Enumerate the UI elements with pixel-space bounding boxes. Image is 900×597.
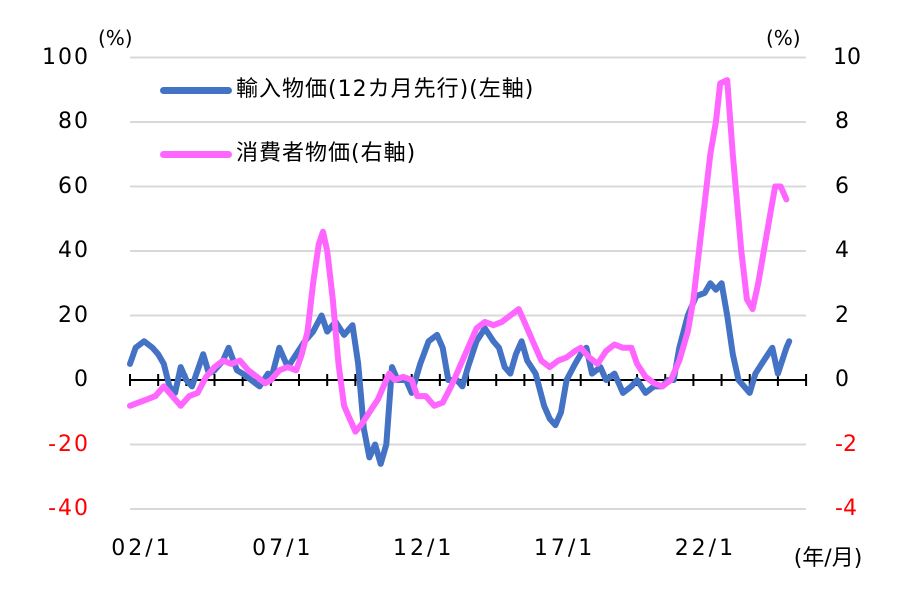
series-cpi-line (127, 77, 790, 435)
left-axis-tick-label: -40 (48, 496, 90, 521)
x-axis-tick-label: 17/1 (533, 536, 596, 561)
x-axis-tick-label: 12/1 (392, 536, 455, 561)
right-axis-tick-label: -4 (835, 496, 857, 521)
legend-item-import-prices: 輸入物価(12カ月先行)(左軸) (160, 78, 534, 102)
left-axis-tick-label: 100 (42, 44, 90, 70)
right-axis-tick-label: 0 (835, 367, 849, 392)
legend-swatch-blue (160, 86, 232, 94)
x-axis-tick-label: 02/1 (111, 536, 173, 561)
x-axis-tick-label: 22/1 (674, 536, 737, 561)
legend-label-import-prices: 輸入物価(12カ月先行)(左軸) (236, 77, 535, 102)
legend-item-cpi: 消費者物価(右軸) (160, 142, 416, 166)
x-axis-unit: (年/月) (793, 546, 863, 571)
right-axis-tick-label: 6 (835, 173, 849, 199)
series-import-prices-line (127, 280, 793, 467)
right-axis-tick-label: 10 (833, 44, 861, 70)
legend-swatch-pink (160, 150, 232, 158)
legend-label-cpi: 消費者物価(右軸) (236, 141, 417, 166)
right-axis-tick-label: -2 (835, 431, 857, 457)
left-axis-tick-label: 80 (58, 109, 90, 134)
left-axis-tick-label: 40 (58, 238, 90, 263)
left-axis-tick-label: 0 (74, 367, 90, 392)
right-axis-tick-label: 8 (835, 109, 849, 134)
left-axis-tick-label: 20 (58, 302, 90, 328)
x-axis-tick-label: 07/1 (252, 536, 314, 561)
left-axis-tick-label: -20 (48, 431, 90, 457)
left-axis-tick-label: 60 (58, 173, 90, 199)
left-axis-unit: (%) (98, 26, 133, 50)
right-axis-unit: (%) (766, 26, 801, 50)
right-axis-tick-label: 2 (835, 302, 849, 328)
gridlines (130, 56, 806, 510)
right-axis-tick-label: 4 (835, 238, 849, 263)
